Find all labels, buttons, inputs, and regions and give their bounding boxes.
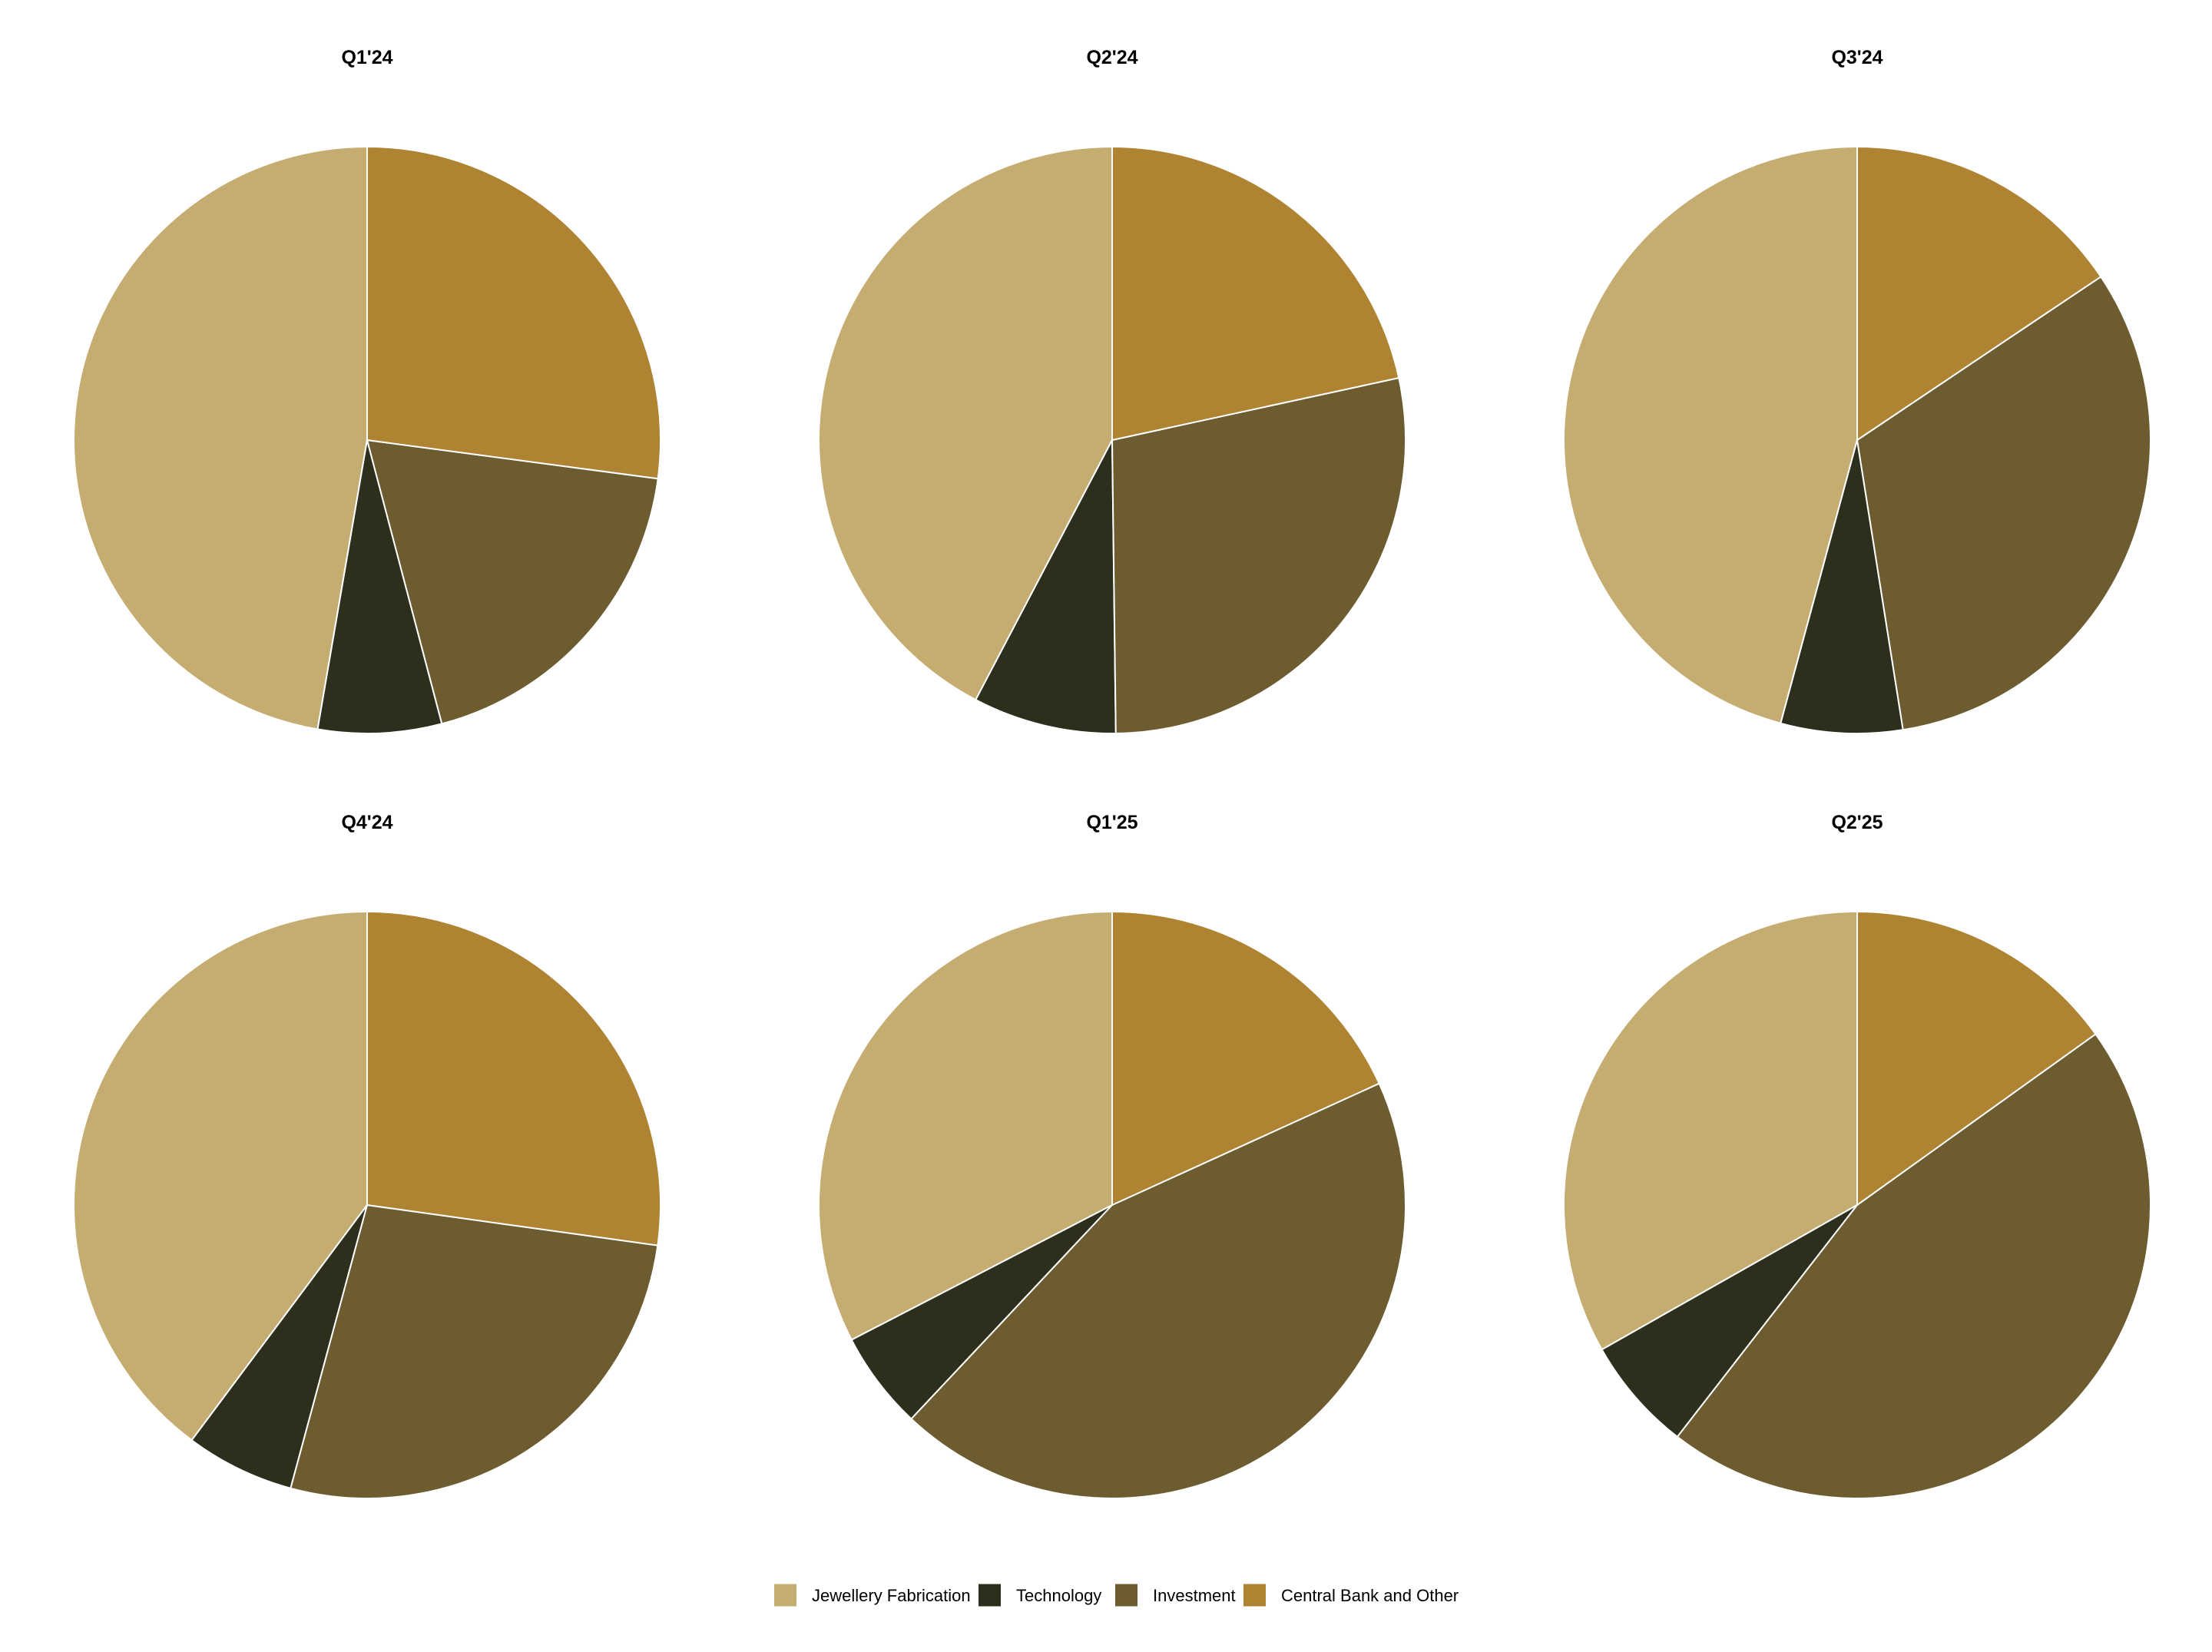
legend-item-jewellery-fabrication: Jewellery Fabrication	[774, 1584, 971, 1607]
pie-slice-investment	[290, 1204, 659, 1499]
pie-panel-q2-25: Q2'25	[1563, 812, 2151, 1499]
legend-item-central-bank-and-other: Central Bank and Other	[1243, 1584, 1459, 1607]
pie-slice-technology	[1780, 439, 1904, 734]
pie-slice-central-bank-and-other	[366, 146, 661, 480]
legend-swatch	[1115, 1584, 1137, 1607]
pie-slice-technology	[1601, 1204, 1858, 1438]
legend-label: Investment	[1153, 1586, 1236, 1605]
pie-slice-investment	[366, 439, 659, 725]
legend-label: Jewellery Fabrication	[812, 1586, 971, 1605]
chart-legend: Jewellery Fabrication Technology Investmen…	[774, 1584, 1459, 1607]
pie-slice-jewellery-fabrication	[818, 911, 1113, 1341]
pie-title: Q1'24	[341, 47, 392, 68]
pie-slice-technology	[975, 439, 1117, 734]
legend-swatch	[774, 1584, 796, 1607]
pie-slice-investment	[1856, 276, 2151, 731]
pie-panel-q2-24: Q2'24	[818, 47, 1407, 734]
pie-slice-jewellery-fabrication	[1562, 146, 1858, 724]
pie-slice-central-bank-and-other	[1111, 146, 1400, 441]
legend-item-investment: Investment	[1115, 1584, 1236, 1607]
pie-slice-investment	[1111, 377, 1407, 734]
pie-title: Q1'25	[1086, 812, 1137, 833]
pie-panel-q3-24: Q3'24	[1562, 47, 2151, 734]
pie-panels: Q1'24 Q2'24 Q3'24 Q4'24 Q1'25 Q2'25	[72, 47, 2151, 1499]
pie-title: Q2'24	[1086, 47, 1137, 68]
pie-slice-central-bank-and-other	[366, 911, 661, 1246]
legend-label: Central Bank and Other	[1281, 1586, 1459, 1605]
pie-panel-q1-25: Q1'25	[818, 812, 1407, 1499]
pie-panel-q1-24: Q1'24	[72, 47, 661, 734]
pie-slice-investment	[1676, 1033, 2151, 1499]
pie-slice-technology	[190, 1204, 368, 1489]
pie-slice-central-bank-and-other	[1856, 911, 2097, 1206]
pie-panel-q4-24: Q4'24	[72, 812, 661, 1499]
pie-title: Q2'25	[1831, 812, 1883, 833]
pie-slice-technology	[316, 439, 443, 734]
pie-slice-jewellery-fabrication	[1563, 911, 1858, 1351]
legend-item-technology: Technology	[979, 1584, 1101, 1607]
pie-title: Q3'24	[1831, 47, 1883, 68]
legend-label: Technology	[1016, 1586, 1101, 1605]
pie-slice-central-bank-and-other	[1111, 911, 1380, 1206]
pie-slice-jewellery-fabrication	[72, 911, 368, 1442]
pie-slice-jewellery-fabrication	[818, 146, 1113, 701]
legend-swatch	[979, 1584, 1001, 1607]
pie-slice-investment	[910, 1082, 1407, 1499]
pie-slice-central-bank-and-other	[1856, 146, 2102, 441]
legend-swatch	[1243, 1584, 1266, 1607]
pie-title: Q4'24	[341, 812, 392, 833]
pie-slice-jewellery-fabrication	[72, 146, 368, 730]
